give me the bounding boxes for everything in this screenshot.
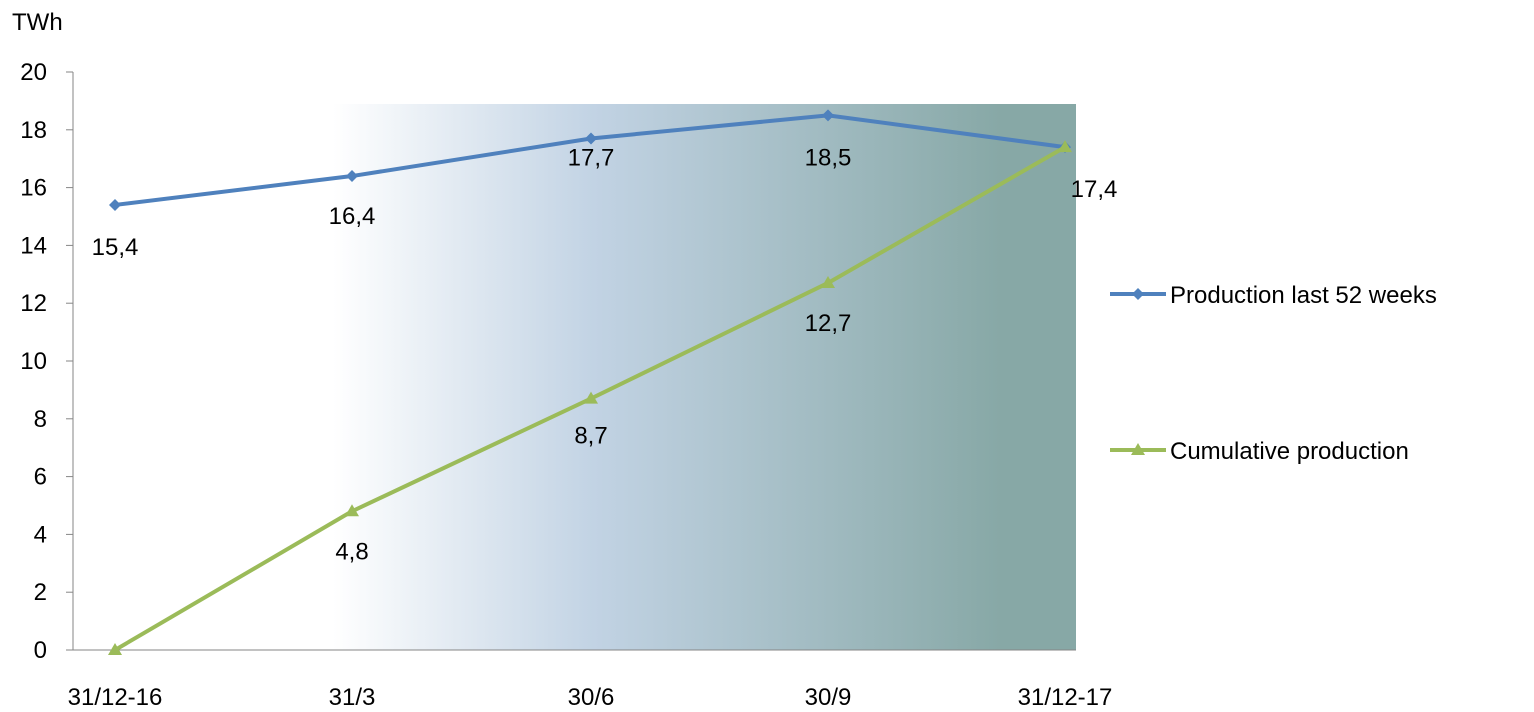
x-tick-label: 30/9 bbox=[805, 684, 852, 711]
legend: Production last 52 weeks Cumulative produ… bbox=[1110, 282, 1437, 465]
axes: 0 2 4 6 8 10 12 14 16 18 20 31/12-16 31/3 30/6 30/9 31/… bbox=[20, 59, 1112, 711]
data-label: 8,7 bbox=[574, 423, 607, 450]
y-tick-label: 20 bbox=[20, 59, 47, 86]
y-tick-label: 10 bbox=[20, 348, 47, 375]
x-tick-label: 31/12-16 bbox=[68, 684, 163, 711]
data-point bbox=[822, 109, 834, 122]
data-point bbox=[585, 132, 597, 145]
data-point bbox=[1058, 140, 1072, 153]
data-label: 17,7 bbox=[568, 144, 615, 171]
data-labels: 15,4 16,4 17,7 18,5 17,4 4,8 8,7 12,7 bbox=[92, 144, 1118, 565]
y-tick-label: 2 bbox=[34, 579, 47, 606]
series bbox=[108, 109, 1072, 655]
legend-marker bbox=[1131, 443, 1145, 455]
data-label: 4,8 bbox=[335, 538, 368, 565]
y-tick-label: 14 bbox=[20, 232, 47, 259]
data-point bbox=[108, 643, 122, 655]
legend-label: Production last 52 weeks bbox=[1170, 282, 1437, 309]
data-point bbox=[346, 170, 358, 183]
y-tick-label: 6 bbox=[34, 464, 47, 491]
y-tick-label: 0 bbox=[34, 637, 47, 664]
y-tick-label: 18 bbox=[20, 117, 47, 144]
data-point bbox=[821, 275, 835, 288]
legend-label: Cumulative production bbox=[1170, 438, 1409, 465]
x-tick-label: 31/12-17 bbox=[1018, 684, 1113, 711]
y-tick-label: 4 bbox=[34, 521, 47, 548]
data-label: 17,4 bbox=[1071, 176, 1118, 203]
y-tick-label: 12 bbox=[20, 290, 47, 317]
data-point bbox=[109, 198, 121, 211]
data-label: 18,5 bbox=[805, 144, 852, 171]
data-point bbox=[584, 391, 598, 404]
data-label: 16,4 bbox=[329, 203, 376, 230]
legend-marker bbox=[1132, 288, 1144, 300]
y-axis-unit-label: TWh bbox=[12, 9, 63, 36]
data-label: 12,7 bbox=[805, 310, 852, 337]
data-point bbox=[345, 504, 359, 517]
data-label: 15,4 bbox=[92, 234, 139, 261]
y-tick-label: 8 bbox=[34, 406, 47, 433]
x-tick-label: 30/6 bbox=[568, 684, 615, 711]
x-tick-label: 31/3 bbox=[329, 684, 376, 711]
y-tick-label: 16 bbox=[20, 175, 47, 202]
shaded-background bbox=[333, 104, 1076, 650]
